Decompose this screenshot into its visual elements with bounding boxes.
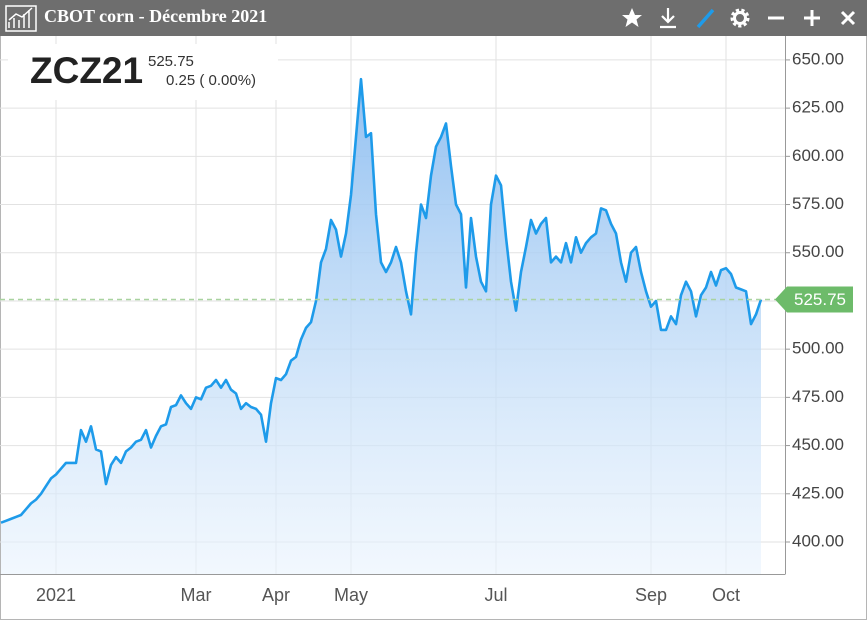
y-tick-label: 500.00 — [792, 339, 844, 358]
last-price: 525.75 — [148, 53, 194, 70]
y-tick-label: 550.00 — [792, 242, 844, 261]
price-change: 0.25 ( 0.00%) — [166, 72, 256, 89]
favorite-button[interactable] — [622, 8, 642, 27]
y-tick-label: 400.00 — [792, 531, 844, 550]
maximize-button[interactable] — [804, 10, 820, 26]
y-tick-label: 475.00 — [792, 387, 844, 406]
x-tick-label: Apr — [262, 585, 290, 605]
current-price-label: 525.75 — [794, 290, 846, 309]
y-tick-label: 425.00 — [792, 483, 844, 502]
quote-box: ZCZ21 525.75 0.25 ( 0.00%) — [8, 44, 278, 100]
y-tick-label: 450.00 — [792, 435, 844, 454]
y-tick-label: 650.00 — [792, 49, 844, 68]
x-tick-label: Oct — [712, 585, 740, 605]
plot — [0, 36, 785, 574]
app-icon — [5, 5, 37, 32]
y-tick-label: 625.00 — [792, 98, 844, 117]
x-tick-label: Mar — [181, 585, 212, 605]
x-tick-label: Sep — [635, 585, 667, 605]
price-line — [0, 77, 763, 524]
current-price-tag — [775, 286, 853, 313]
area-fill — [1, 79, 761, 574]
title-bar — [0, 0, 867, 36]
x-tick-label: 2021 — [36, 585, 76, 605]
y-tick-label: 575.00 — [792, 194, 844, 213]
quote-panel — [8, 44, 278, 100]
close-button[interactable] — [840, 10, 856, 26]
y-tick-label: 600.00 — [792, 146, 844, 165]
x-tick-label: May — [334, 585, 368, 605]
draw-button[interactable] — [696, 8, 715, 29]
toolbar — [622, 8, 856, 29]
window-title: CBOT corn - Décembre 2021 — [44, 6, 267, 26]
x-tick-label: Jul — [484, 585, 507, 605]
symbol: ZCZ21 — [30, 50, 143, 91]
settings-button[interactable] — [730, 8, 750, 28]
download-button[interactable] — [660, 8, 676, 29]
